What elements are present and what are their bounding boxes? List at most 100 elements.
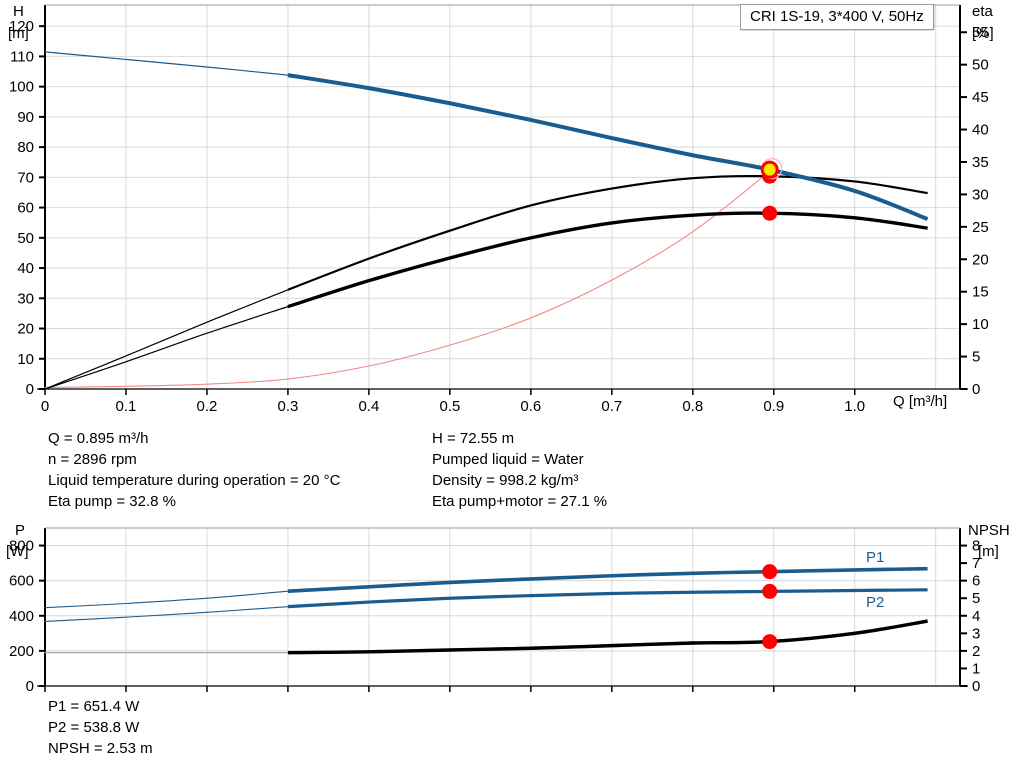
- duty-info-left-line: Liquid temperature during operation = 20…: [48, 472, 341, 489]
- npsh-overlay-curve: [44, 170, 771, 389]
- eta-pump-motor-curve-thin: [44, 306, 289, 390]
- top-chart-gridlines: [45, 5, 960, 390]
- top-chart-frame: [37, 4, 968, 390]
- axis-tick-label: 25: [972, 219, 989, 236]
- npsh-curve-thick: [287, 619, 928, 655]
- p1-curve-thin: [44, 590, 289, 609]
- bottom-chart-curves: [44, 566, 928, 655]
- axis-tick-label: 50: [17, 230, 34, 247]
- head-curve-thick: [287, 73, 929, 221]
- bottom-right-axis-name: NPSH: [968, 522, 1010, 539]
- duty-info-left-line: n = 2896 rpm: [48, 451, 137, 468]
- axis-tick-label: 0: [972, 678, 980, 695]
- top-left-axis-unit: [m]: [8, 25, 29, 42]
- axis-tick-label: 3: [972, 625, 980, 642]
- top-left-axis-name: H: [13, 3, 24, 20]
- duty-info-left-line: Q = 0.895 m³/h: [48, 430, 149, 447]
- axis-tick-label: 5: [972, 349, 980, 366]
- p2-curve-thin: [44, 606, 289, 622]
- axis-tick-label: 5: [972, 590, 980, 607]
- duty-point-core[interactable]: [763, 163, 776, 176]
- axis-tick-label: 30: [17, 290, 34, 307]
- x-axis-tick-label: 0.7: [601, 398, 622, 415]
- duty-point-marker[interactable]: [762, 634, 778, 650]
- duty-info-right-line: Pumped liquid = Water: [432, 451, 584, 468]
- axis-tick-label: 15: [972, 284, 989, 301]
- series-label-p1: P1: [866, 549, 885, 566]
- duty-point-marker[interactable]: [762, 205, 778, 221]
- axis-tick-label: 70: [17, 169, 34, 186]
- axis-tick-label: 2: [972, 643, 980, 660]
- bottom-chart-gridlines: [45, 528, 960, 687]
- eta-pump-motor-curve-thick: [287, 211, 928, 309]
- duty-point-marker[interactable]: [762, 564, 778, 580]
- axis-tick-label: 40: [17, 260, 34, 277]
- duty-info-bottom-line: NPSH = 2.53 m: [48, 740, 153, 757]
- axis-tick-label: 35: [972, 154, 989, 171]
- x-axis-tick-label: 0.4: [358, 398, 379, 415]
- x-axis-tick-label: 0.6: [520, 398, 541, 415]
- top-chart-curves: [44, 51, 929, 390]
- bottom-chart-duty-markers[interactable]: [762, 564, 778, 650]
- axis-tick-label: 120: [9, 18, 34, 35]
- axis-tick-label: 800: [9, 538, 34, 555]
- eta-pump-curve-thick: [287, 174, 928, 291]
- duty-info-left: Q = 0.895 m³/h n = 2896 rpm Liquid tempera…: [48, 428, 340, 512]
- axis-tick-label: 1: [972, 660, 980, 677]
- axis-tick-label: 600: [9, 573, 34, 590]
- axis-tick-label: 0: [26, 381, 34, 398]
- axis-tick-label: 10: [972, 316, 989, 333]
- axis-tick-label: 7: [972, 555, 980, 572]
- duty-info-bottom: P1 = 651.4 W P2 = 538.8 W NPSH = 2.53 m: [48, 696, 153, 759]
- series-label-p2: P2: [866, 594, 885, 611]
- duty-info-bottom-line: P1 = 651.4 W: [48, 698, 140, 715]
- axis-tick-label: 20: [17, 321, 34, 338]
- chart-title-box: CRI 1S-19, 3*400 V, 50Hz: [740, 4, 934, 30]
- axis-tick-label: 0: [26, 678, 34, 695]
- axis-tick-label: 0: [972, 381, 980, 398]
- duty-info-right-line: Eta pump+motor = 27.1 %: [432, 493, 608, 510]
- x-axis-tick-label: 0.2: [197, 398, 218, 415]
- x-axis-tick-label: 1.0: [844, 398, 865, 415]
- p2-curve-thick: [287, 588, 928, 609]
- bottom-left-axis-unit: [W]: [6, 543, 29, 560]
- duty-info-left-line: Eta pump = 32.8 %: [48, 493, 176, 510]
- top-chart-duty-markers[interactable]: [760, 158, 783, 221]
- axis-tick-label: 20: [972, 251, 989, 268]
- axis-tick-label: 50: [972, 57, 989, 74]
- duty-info-bottom-line: P2 = 538.8 W: [48, 719, 140, 736]
- axis-tick-label: 110: [10, 48, 34, 65]
- axis-tick-label: 4: [972, 608, 980, 625]
- x-axis-tick-label: 0.8: [682, 398, 703, 415]
- duty-point-marker[interactable]: [762, 583, 778, 599]
- eta-pump-curve-thin: [44, 289, 289, 390]
- x-axis-tick-label: 0.1: [116, 398, 137, 415]
- axis-tick-label: 200: [9, 643, 34, 660]
- head-curve-thin: [44, 51, 289, 76]
- duty-info-right: H = 72.55 m Pumped liquid = Water Density …: [432, 428, 607, 512]
- top-right-axis-name: eta: [972, 3, 993, 20]
- top-right-axis-unit: [%]: [972, 25, 994, 42]
- axis-tick-label: 30: [972, 186, 989, 203]
- axis-tick-label: 100: [9, 79, 34, 96]
- axis-tick-label: 90: [17, 109, 34, 126]
- axis-tick-label: 55: [972, 24, 989, 41]
- axis-tick-label: 80: [17, 139, 34, 156]
- bottom-chart-frame: [37, 527, 968, 687]
- x-axis-tick-label: 0.9: [763, 398, 784, 415]
- axis-tick-label: 45: [972, 89, 989, 106]
- x-axis-tick-label: 0.3: [277, 398, 298, 415]
- top-chart-tick-labels: 0 10 20 30 40 50 60 70 80 90 100 110 120 0 5 10 15 20 25 30…: [9, 18, 989, 415]
- axis-tick-label: 8: [972, 538, 980, 555]
- x-axis-tick-label: 0: [41, 398, 49, 415]
- duty-info-right-line: Density = 998.2 kg/m³: [432, 472, 579, 489]
- axis-tick-label: 60: [17, 200, 34, 217]
- bottom-right-axis-unit: [m]: [978, 543, 999, 560]
- top-chart-ticks: [39, 25, 967, 395]
- axis-tick-label: 40: [972, 122, 989, 139]
- duty-info-right-line: H = 72.55 m: [432, 430, 515, 447]
